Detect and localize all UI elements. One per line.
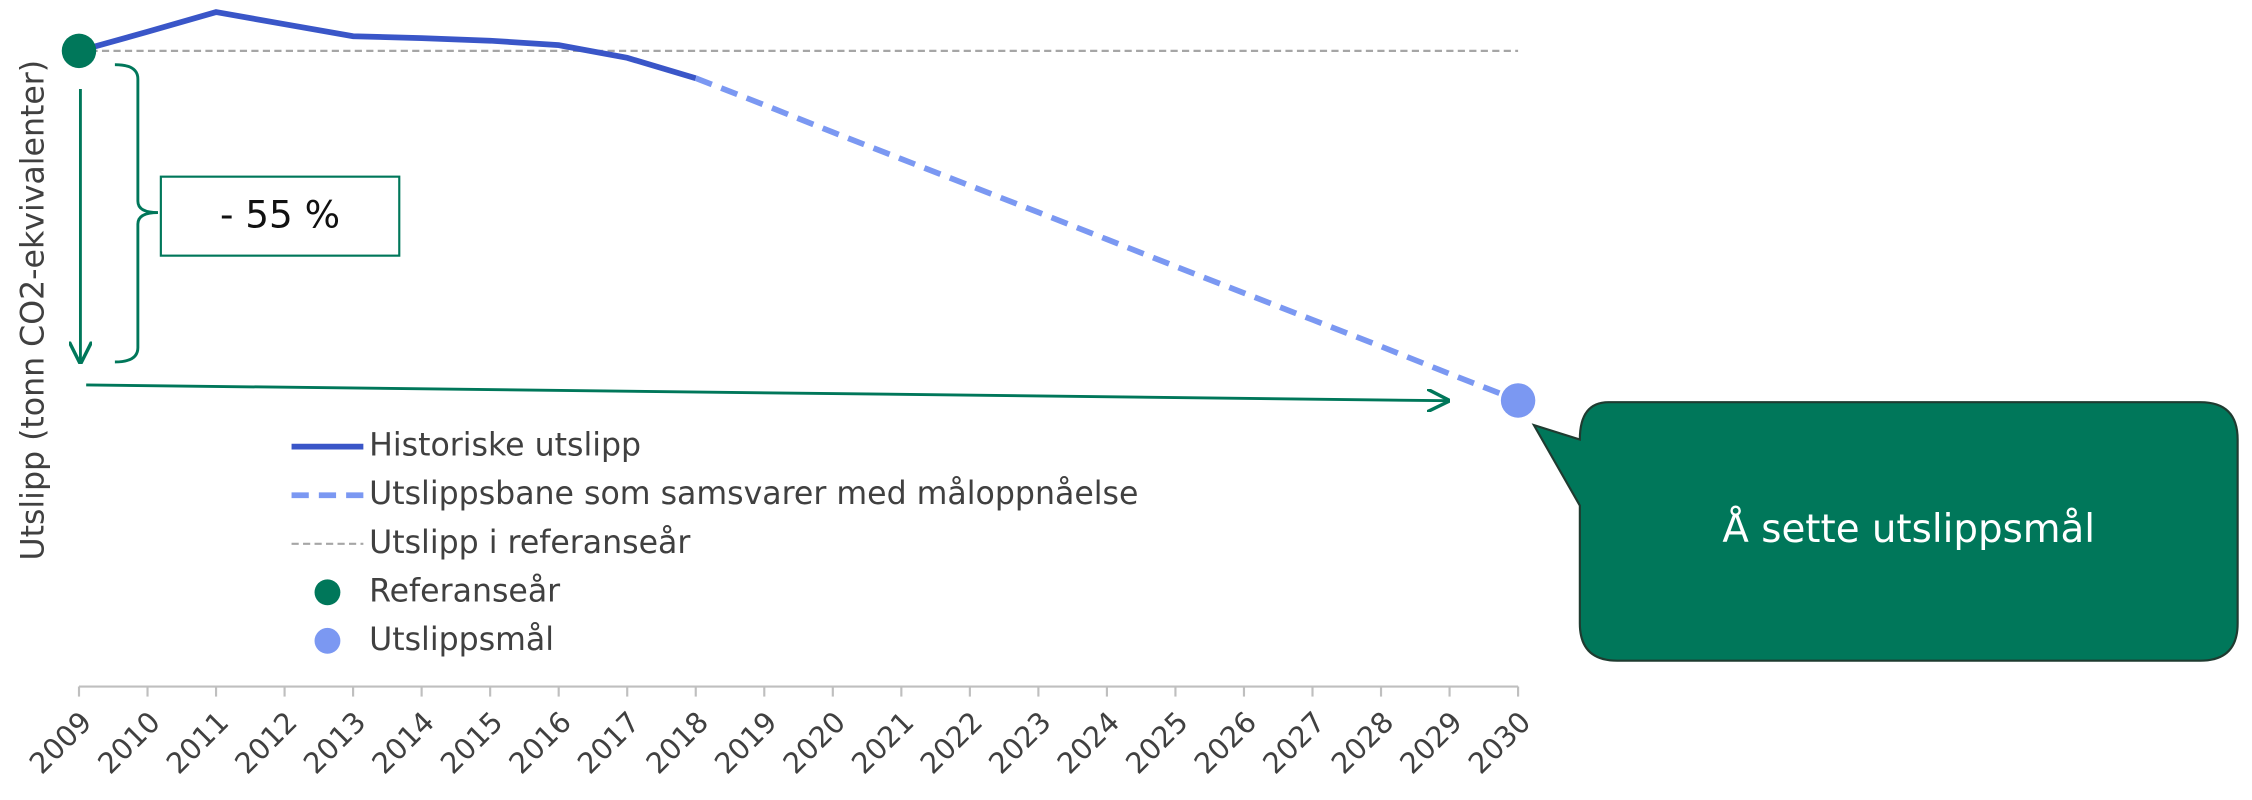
x-tick-label: 2025 [1119, 705, 1195, 781]
x-tick-label: 2015 [434, 705, 510, 781]
legend-label: Historiske utslipp [369, 428, 641, 464]
callout-label: Å sette utslippsmål [1722, 505, 2095, 552]
x-tick-label: 2012 [228, 705, 304, 781]
x-tick-label: 2020 [776, 705, 852, 781]
x-tick-label: 2024 [1050, 705, 1126, 781]
x-tick-label: 2029 [1393, 705, 1469, 781]
legend-label: Utslipp i referanseår [369, 524, 690, 561]
legend-swatch [314, 579, 341, 606]
series-line [694, 75, 1520, 404]
point [1500, 383, 1536, 418]
series-line [78, 9, 697, 81]
reduction-label: - 55 % [220, 192, 340, 236]
x-tick-label: 2009 [22, 705, 98, 781]
legend-label: Utslippsbane som samsvarer med måloppnåe… [369, 475, 1138, 512]
x-tick-label: 2010 [91, 705, 167, 781]
x-tick-label: 2019 [708, 705, 784, 781]
legend-label: Utslippsmål [369, 621, 554, 658]
legend-swatch [314, 627, 341, 654]
y-axis-label: Utslipp (tonn CO2-ekvivalenter) [15, 60, 51, 561]
point [61, 33, 97, 69]
callout [1531, 401, 2239, 662]
time-arrow [86, 383, 1448, 401]
x-tick-label: 2028 [1325, 705, 1401, 781]
x-tick-label: 2023 [982, 705, 1058, 781]
x-tick-label: 2030 [1462, 705, 1538, 781]
brace [114, 63, 158, 364]
legend-label: Referanseår [369, 572, 560, 609]
x-tick-label: 2026 [1187, 705, 1263, 781]
reduction-box [159, 175, 401, 257]
x-tick-label: 2017 [571, 705, 647, 781]
x-tick-label: 2027 [1256, 705, 1332, 781]
x-tick-label: 2021 [845, 705, 921, 781]
x-tick-label: 2022 [913, 705, 989, 781]
x-tick-label: 2011 [160, 705, 236, 781]
x-tick-label: 2016 [502, 705, 578, 781]
x-tick-label: 2014 [365, 705, 441, 781]
x-tick-label: 2018 [639, 705, 715, 781]
x-tick-label: 2013 [297, 705, 373, 781]
